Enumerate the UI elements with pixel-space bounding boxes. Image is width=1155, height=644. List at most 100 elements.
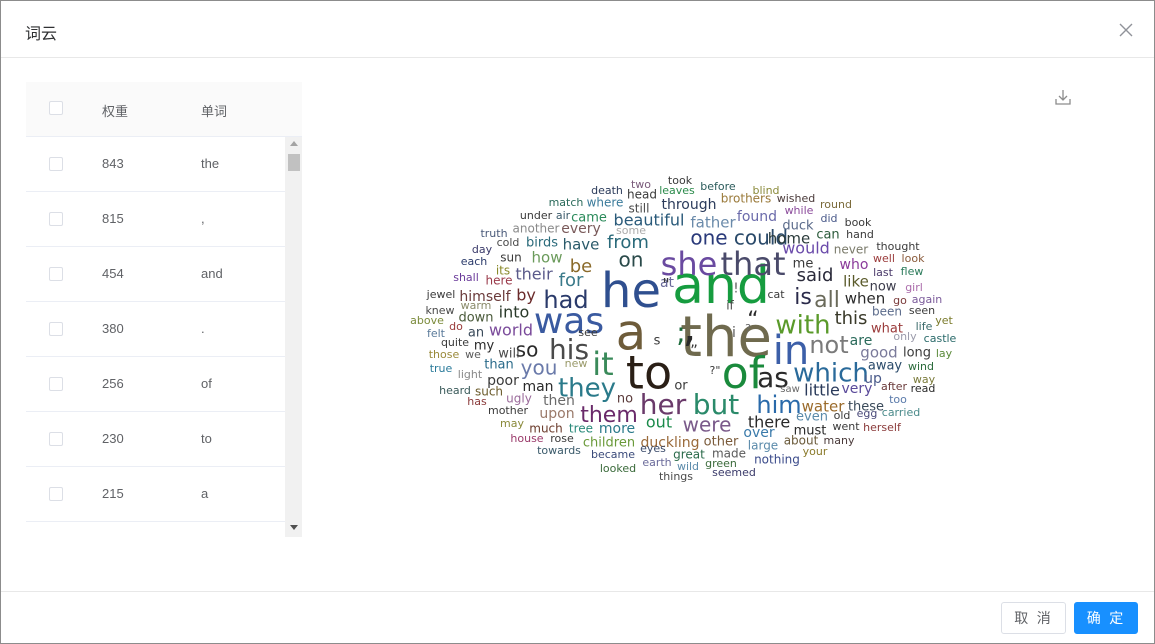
cloud-word: for [559, 270, 584, 291]
row-word: of [201, 376, 212, 391]
row-checkbox[interactable] [49, 157, 63, 171]
cloud-word: there [748, 413, 790, 432]
cloud-word: s [654, 334, 661, 349]
cloud-word: book [845, 216, 872, 229]
confirm-button[interactable]: 确 定 [1074, 602, 1138, 634]
cloud-word: wind [908, 360, 934, 373]
cloud-word: death [591, 184, 623, 197]
cloud-word: ; [676, 316, 685, 349]
cloud-word: down [458, 311, 493, 326]
row-checkbox[interactable] [49, 267, 63, 281]
cloud-word: way [913, 373, 936, 386]
cloud-word: match [549, 196, 584, 209]
cloud-word: looked [600, 462, 636, 475]
table-row[interactable]: 215 a [26, 467, 286, 522]
scroll-down-arrow-icon[interactable] [290, 525, 298, 530]
row-checkbox[interactable] [49, 322, 63, 336]
scrollbar-thumb[interactable] [288, 154, 300, 171]
cloud-word: castle [924, 332, 957, 345]
cloud-word: old [834, 409, 851, 422]
cloud-word: by [516, 286, 536, 305]
cloud-word: not [809, 331, 848, 359]
cloud-word: into [499, 303, 530, 322]
word-column-header: 单词 [201, 105, 228, 120]
cloud-word: rose [550, 432, 574, 445]
cloud-word: thought [876, 240, 920, 253]
table-row[interactable]: 815 , [26, 192, 286, 247]
row-weight: 215 [102, 486, 124, 501]
cloud-word: from [607, 232, 649, 253]
cloud-word: girl [905, 281, 923, 294]
cloud-word: every [561, 221, 601, 237]
cloud-word: more [599, 421, 635, 437]
row-word: , [201, 211, 205, 226]
cloud-word: how [532, 249, 563, 267]
table-scrollbar[interactable] [285, 137, 302, 537]
cloud-word: long [903, 346, 931, 361]
cancel-button[interactable]: 取 消 [1001, 602, 1066, 634]
cloud-word: they [558, 374, 616, 404]
cloud-word: things [659, 470, 693, 483]
table-row[interactable]: 843 the [26, 137, 286, 192]
cloud-word: carried [882, 406, 920, 419]
row-checkbox[interactable] [49, 377, 63, 391]
cloud-word: truth [480, 227, 507, 240]
cloud-word: before [700, 180, 736, 193]
cloud-word: upon [539, 406, 574, 422]
cloud-word: some [616, 224, 646, 237]
cloud-word: will [498, 347, 519, 362]
cloud-word: world [489, 321, 533, 340]
table-row[interactable]: 256 of [26, 357, 286, 412]
cloud-word: has [467, 395, 487, 408]
cloud-word: “ [747, 308, 758, 333]
cloud-word: away [868, 359, 903, 374]
table-row[interactable]: 454 and [26, 247, 286, 302]
cloud-word: her [640, 388, 687, 421]
cloud-word: birds [526, 236, 558, 251]
table-body: 843 the 815 , 454 and 380 . 256 of [26, 137, 286, 537]
table-row[interactable]: 380 . [26, 302, 286, 357]
cloud-word: if [726, 299, 734, 313]
cloud-word: do [449, 320, 463, 333]
cloud-word: never [834, 243, 868, 257]
cloud-word: house [510, 432, 543, 445]
row-word: . [201, 321, 205, 336]
cloud-word: those [429, 348, 460, 361]
cloud-word: cold [497, 236, 520, 249]
row-checkbox[interactable] [49, 487, 63, 501]
cloud-word: good [860, 344, 897, 362]
cloud-word: another [513, 222, 560, 236]
cloud-word: duck [782, 219, 814, 234]
select-all-checkbox[interactable] [49, 101, 63, 115]
cloud-word: head [627, 188, 657, 202]
cloud-word: who [840, 257, 869, 273]
cloud-word: were [683, 413, 732, 437]
cloud-word: with [775, 311, 830, 341]
cloud-word: new [565, 357, 588, 370]
cloud-word: him [756, 391, 801, 419]
cloud-word: other [704, 435, 739, 450]
table-row[interactable]: 230 to [26, 412, 286, 467]
cloud-word: then [543, 393, 575, 409]
cloud-word: an [468, 326, 484, 341]
cloud-word: now [870, 280, 897, 295]
cloud-word: little [804, 381, 840, 400]
close-icon[interactable] [1115, 19, 1137, 41]
cloud-word: large [748, 439, 778, 453]
row-checkbox[interactable] [49, 432, 63, 446]
download-icon[interactable] [1053, 87, 1073, 107]
row-checkbox[interactable] [49, 212, 63, 226]
cloud-word: " [662, 275, 669, 294]
row-word: to [201, 431, 212, 446]
cloud-word: this [835, 308, 868, 329]
cloud-word: air [556, 209, 571, 222]
cloud-word: well [873, 252, 895, 265]
cloud-word: and [672, 256, 770, 316]
cloud-word: can [816, 228, 839, 243]
cloud-word: when [845, 290, 886, 308]
scroll-up-arrow-icon[interactable] [290, 141, 298, 146]
word-weight-table: 权重 单词 843 the 815 , 454 and 380 . [26, 82, 302, 537]
cloud-word: their [515, 265, 553, 284]
cloud-word: great [673, 448, 705, 462]
